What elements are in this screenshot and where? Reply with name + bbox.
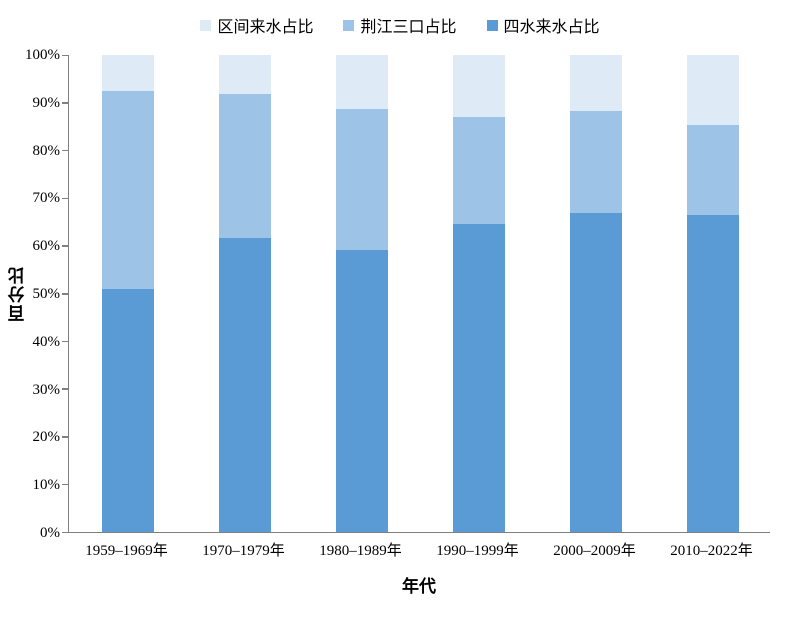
y-axis-tick-label: 0%: [40, 525, 60, 541]
x-axis-title: 年代: [402, 577, 436, 596]
x-axis-tick-label: 1990–1999年: [436, 543, 519, 559]
stacked-bar: [101, 55, 154, 532]
y-axis-tick-mark: [62, 102, 68, 104]
chart-legend: 区间来水占比 荆江三口占比 四水来水占比: [0, 12, 800, 38]
y-axis-tick-label: 50%: [32, 286, 61, 302]
x-axis-tick-label: 1980–1989年: [319, 543, 402, 559]
x-axis-tick-label: 1970–1979年: [202, 543, 285, 559]
legend-swatch-icon: [486, 19, 498, 31]
y-axis-tick-label: 10%: [32, 477, 61, 494]
bar-segment: [101, 288, 154, 532]
y-axis-tick-label: 20%: [32, 429, 61, 446]
y-axis-tick-mark: [62, 340, 68, 343]
y-axis-tick-label: 60%: [32, 238, 61, 255]
y-axis-tick-label: 80%: [32, 142, 61, 159]
y-axis-tick-mark: [62, 483, 68, 486]
stacked-bar: [335, 55, 388, 532]
y-axis-tick-label: 40%: [32, 333, 61, 350]
x-axis-tick-label: 1959–1969年: [85, 543, 168, 559]
bar-slot: [303, 55, 420, 532]
bar-segment: [686, 125, 739, 215]
bar-segment: [335, 55, 388, 109]
bar-segment: [452, 223, 505, 532]
bar-slot: [420, 55, 537, 532]
bar-slot: [186, 55, 303, 532]
y-axis-tick-label: 90%: [32, 94, 61, 111]
bar-segment: [101, 90, 154, 289]
bar-segment: [218, 237, 271, 532]
bar-segment: [452, 55, 505, 118]
bar-segment: [101, 55, 154, 91]
bar-segment: [218, 55, 271, 94]
y-axis-tick-mark: [62, 293, 68, 295]
bar-segment: [569, 55, 622, 111]
legend-label: 荆江三口占比: [360, 19, 457, 36]
legend-item: 四水来水占比: [486, 13, 600, 37]
bar-slot: [654, 55, 771, 532]
legend-item: 荆江三口占比: [343, 13, 457, 37]
legend-item: 区间来水占比: [200, 13, 313, 37]
stacked-bar: [686, 55, 739, 532]
x-axis-tick-label: 2000–2009年: [553, 543, 636, 559]
y-axis-tick-label: 100%: [25, 47, 60, 63]
y-axis-tick-mark: [62, 54, 68, 56]
x-axis-tick-label: 2010–2022年: [670, 543, 753, 559]
y-axis-tick-mark: [62, 149, 68, 152]
legend-swatch-icon: [200, 19, 212, 31]
bar-segment: [335, 249, 388, 532]
bar-segment: [335, 108, 388, 250]
bar-segment: [686, 55, 739, 126]
stacked-bar: [218, 55, 271, 532]
legend-swatch-icon: [343, 19, 355, 31]
stacked-bar: [452, 55, 505, 532]
bar-segment: [686, 214, 739, 532]
y-axis-tick-mark: [62, 388, 68, 390]
bar-segment: [569, 110, 622, 213]
bar-slot: [537, 55, 654, 532]
y-axis-tick-label: 70%: [32, 190, 61, 207]
y-axis-tick-mark: [62, 245, 68, 247]
bar-slot: [69, 55, 186, 532]
y-axis-tick-mark: [62, 197, 68, 200]
plot-area: [62, 54, 771, 533]
y-axis-tick-mark: [62, 436, 68, 438]
bar-segment: [452, 117, 505, 224]
legend-label: 区间来水占比: [217, 19, 314, 36]
legend-label: 四水来水占比: [503, 19, 600, 36]
bar-segment: [218, 93, 271, 238]
bar-segment: [569, 212, 622, 532]
y-axis-tick-mark: [62, 531, 68, 533]
y-axis-tick-label: 30%: [32, 381, 61, 398]
stacked-bar: [569, 55, 622, 532]
